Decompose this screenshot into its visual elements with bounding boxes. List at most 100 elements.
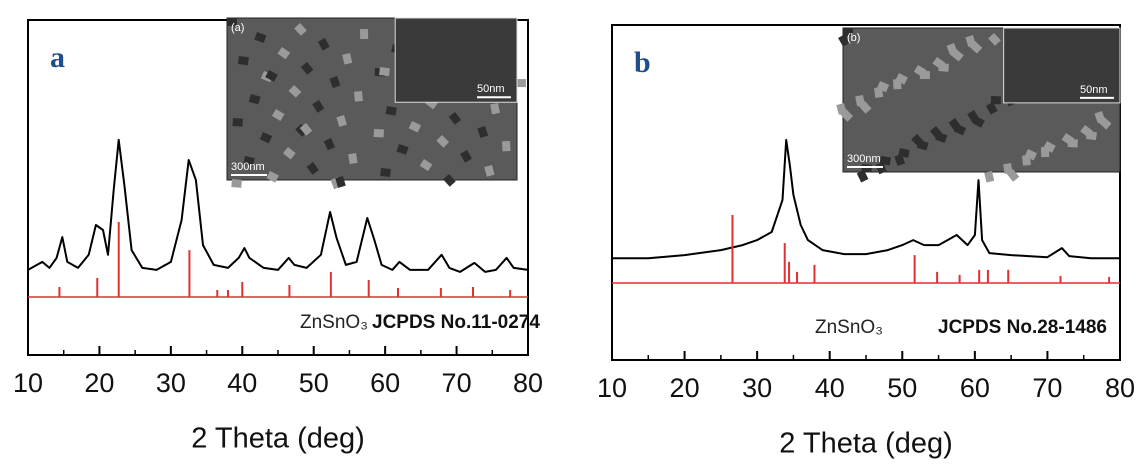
inset-texture	[254, 32, 267, 43]
inset-texture	[306, 161, 319, 175]
inset-texture	[484, 165, 495, 177]
inset-texture	[460, 150, 472, 163]
x-tick-label: 70	[442, 368, 472, 398]
inset-texture	[840, 108, 854, 122]
inset-texture	[935, 132, 948, 143]
inset-texture	[515, 79, 526, 88]
inset-texture	[443, 173, 456, 187]
inset-texture	[299, 122, 313, 136]
x-axis-label: 2 Theta (deg)	[779, 428, 953, 460]
panel-label: a	[50, 41, 65, 74]
inset-texture	[379, 66, 390, 77]
inset-texture	[985, 101, 998, 115]
inset-texture	[988, 33, 1001, 46]
x-tick-label: 60	[960, 373, 990, 403]
inset-texture	[919, 71, 930, 80]
x-tick-label: 10	[597, 373, 627, 403]
inset-zoom	[1003, 27, 1121, 104]
inset-texture	[348, 153, 358, 165]
panel-label: b	[634, 46, 651, 79]
inset-texture	[969, 40, 983, 54]
inset-texture	[875, 161, 887, 175]
inset-texture	[336, 115, 347, 127]
inset-texture	[380, 168, 391, 178]
annotation: JCPDS No.11-0274	[372, 312, 540, 333]
inset-texture	[838, 34, 850, 47]
inset-texture	[895, 72, 908, 85]
x-tick-label: 80	[1105, 373, 1135, 403]
inset-texture	[1043, 140, 1056, 153]
inset-texture	[477, 125, 489, 138]
inset-texture	[448, 112, 462, 125]
inset-texture	[1098, 117, 1112, 130]
x-tick-label: 70	[1032, 373, 1062, 403]
inset-texture	[990, 95, 1001, 105]
x-tick-label: 50	[887, 373, 917, 403]
scale-bar-label: 50nm	[1080, 84, 1108, 96]
inset-texture	[874, 86, 884, 98]
inset-texture	[271, 109, 285, 122]
inset-texture	[843, 28, 853, 36]
inset-texture	[972, 116, 985, 128]
x-tick-label: 20	[84, 368, 114, 398]
inset-texture	[408, 121, 422, 133]
x-tick-label: 30	[156, 368, 186, 398]
inset-texture	[373, 129, 384, 138]
x-tick-label: 10	[13, 368, 43, 398]
inset-texture	[894, 154, 906, 166]
inset-texture	[1086, 131, 1097, 141]
inset-texture	[354, 90, 363, 102]
inset-texture	[300, 62, 314, 75]
x-tick-label: 20	[670, 373, 700, 403]
inset-texture	[335, 176, 346, 188]
scale-bar-label: 50nm	[477, 83, 505, 95]
inset-zoom	[394, 17, 518, 103]
inset-texture	[277, 47, 291, 60]
inset-texture	[916, 140, 929, 151]
inset-texture	[1041, 146, 1050, 158]
inset-texture	[323, 138, 336, 151]
inset-texture	[294, 22, 307, 36]
annotation: JCPDS No.28-1486	[938, 317, 1107, 338]
inset-texture	[231, 179, 242, 188]
inset-texture	[953, 123, 967, 136]
inset-texture	[248, 94, 261, 105]
inset-texture	[1067, 139, 1078, 148]
inset-texture	[396, 144, 409, 155]
inset-texture	[893, 79, 902, 90]
x-tick-label: 80	[513, 368, 543, 398]
inset-texture	[232, 117, 243, 127]
x-tick-label: 40	[227, 368, 257, 398]
inset-texture	[342, 53, 353, 65]
inset-texture	[950, 49, 964, 62]
scale-bar-label: 300nm	[231, 161, 265, 173]
inset-texture	[312, 100, 325, 113]
inset-texture	[266, 170, 279, 183]
inset-texture	[385, 105, 397, 116]
scale-bar-label: 300nm	[847, 153, 881, 165]
annotation: ZnSnO₃	[815, 317, 883, 338]
annotation: ZnSnO₃	[300, 312, 368, 333]
x-tick-label: 30	[742, 373, 772, 403]
inset-texture	[243, 156, 255, 166]
inset-texture	[984, 170, 995, 183]
inset-texture	[329, 76, 341, 89]
inset-label: (a)	[231, 22, 244, 34]
inset-texture	[1022, 155, 1031, 166]
inset-texture	[288, 84, 302, 98]
inset-texture	[360, 29, 369, 40]
inset-texture	[938, 62, 949, 72]
inset-label: (b)	[847, 32, 860, 44]
inset-texture	[265, 70, 278, 82]
inset-texture	[502, 141, 511, 152]
panel: 10 20 30 40 50 60 70 80 2 Theta (deg) (b) 300nm 50n…	[597, 24, 1135, 460]
x-axis-label: 2 Theta (deg)	[191, 423, 365, 455]
inset-texture	[259, 132, 273, 144]
inset-texture	[856, 170, 869, 183]
inset-texture	[436, 135, 450, 148]
inset-texture	[282, 147, 296, 160]
inset-texture	[227, 18, 237, 26]
inset-texture	[490, 102, 500, 115]
xrd-pattern	[27, 138, 529, 273]
